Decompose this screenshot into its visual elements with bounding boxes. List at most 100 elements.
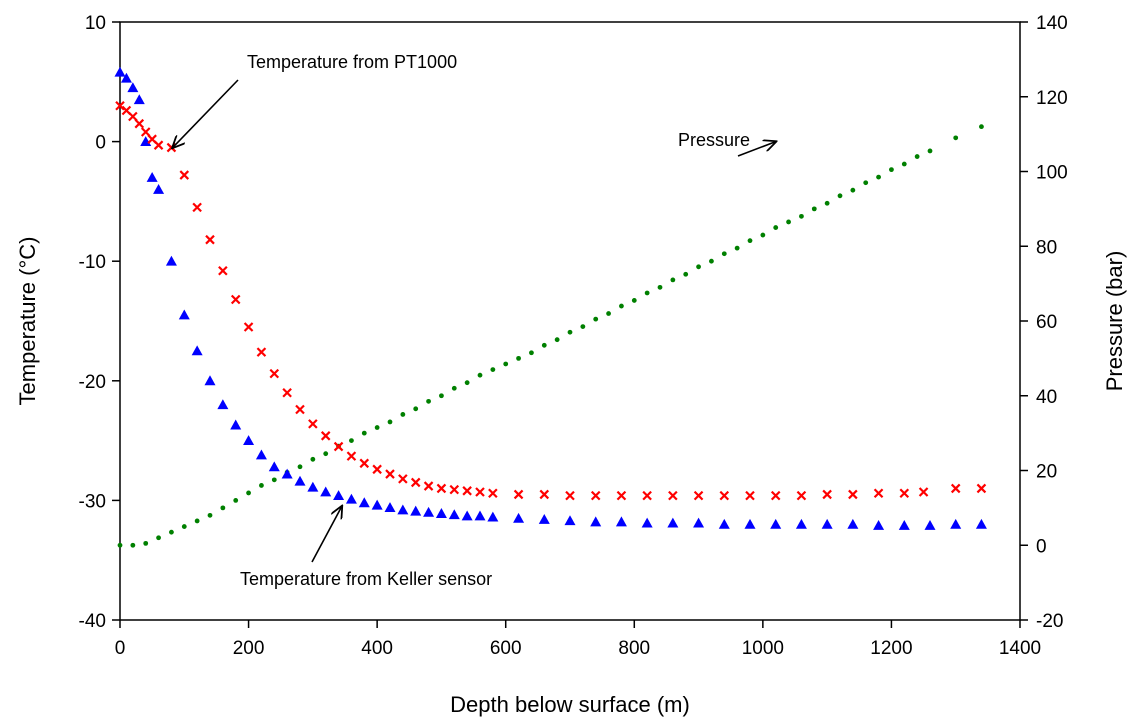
point-keller [693, 517, 705, 528]
point-pressure [117, 542, 123, 548]
y-axis-left-title: Temperature (°C) [15, 237, 40, 406]
point-pt1000 [320, 431, 331, 441]
x-tick-label: 200 [233, 638, 265, 659]
point-pt1000 [642, 490, 652, 501]
series-pt1000 [115, 100, 987, 501]
point-pt1000 [134, 118, 145, 129]
point-keller [307, 481, 319, 492]
point-pressure [786, 219, 791, 225]
point-pressure [246, 490, 251, 496]
point-pt1000 [256, 347, 267, 357]
point-pt1000 [488, 488, 498, 499]
x-tick-label: 400 [361, 638, 393, 659]
point-pressure [426, 398, 431, 404]
annotation-pressure-arrow [737, 142, 776, 157]
point-pt1000 [398, 474, 408, 484]
point-pressure [490, 367, 496, 372]
point-pt1000 [848, 489, 858, 500]
point-pt1000 [115, 100, 125, 111]
point-pressure [233, 498, 239, 503]
point-keller [487, 511, 499, 522]
point-pressure [259, 483, 264, 488]
series-pressure [117, 124, 984, 548]
y-right-tick-label: 80 [1036, 237, 1057, 258]
point-pt1000 [218, 265, 228, 276]
point-pressure [464, 380, 470, 386]
point-pressure [927, 148, 933, 154]
point-keller [397, 504, 409, 515]
x-tick-label: 600 [490, 638, 522, 659]
point-pressure [953, 135, 959, 141]
point-pressure [644, 290, 650, 296]
annotation-keller-arrow [311, 506, 342, 563]
point-pressure [721, 251, 727, 257]
series-keller [114, 66, 987, 530]
point-pt1000 [128, 111, 138, 122]
point-keller [281, 468, 293, 479]
point-pt1000 [745, 490, 755, 501]
point-pt1000 [770, 490, 781, 501]
point-pressure [580, 324, 586, 330]
point-pt1000 [976, 483, 987, 494]
x-axis: 0 200 400 600 800 1000 1200 1400 [115, 620, 1041, 659]
point-pressure [619, 303, 624, 309]
plot-frame [119, 21, 1021, 621]
y-left-tick-label: 10 [85, 13, 106, 34]
point-keller [333, 490, 345, 501]
point-keller [423, 506, 435, 517]
point-pt1000 [590, 490, 601, 501]
point-pressure [837, 193, 843, 199]
point-keller [795, 518, 807, 529]
point-pressure [143, 540, 149, 546]
point-pressure [516, 355, 521, 361]
y-left-tick-label: 0 [95, 133, 106, 154]
point-keller [243, 435, 255, 445]
point-pt1000 [719, 490, 730, 501]
point-pt1000 [693, 490, 704, 501]
point-pt1000 [668, 490, 678, 501]
point-pressure [709, 258, 714, 264]
point-keller [435, 508, 447, 518]
point-pt1000 [295, 404, 305, 415]
point-pt1000 [950, 483, 961, 494]
y-axis-left: -40 -30 -20 -10 0 10 [79, 13, 120, 632]
point-pt1000 [243, 322, 254, 332]
x-axis-title: Depth below surface (m) [450, 692, 690, 717]
x-tick-label: 1200 [870, 638, 912, 659]
annotation-pt1000-arrow [173, 79, 239, 148]
point-pt1000 [179, 170, 190, 180]
point-pressure [194, 518, 200, 524]
point-pt1000 [153, 140, 164, 150]
annotation-keller-label: Temperature from Keller sensor [240, 569, 492, 589]
point-pressure [529, 350, 534, 356]
point-pt1000 [822, 489, 832, 500]
point-keller [255, 449, 267, 460]
point-pt1000 [436, 483, 447, 494]
point-keller [153, 183, 165, 194]
point-keller [191, 345, 203, 356]
point-pressure [747, 238, 753, 244]
point-keller [718, 518, 730, 529]
point-pressure [503, 361, 509, 367]
x-tick-label: 1000 [742, 638, 784, 659]
point-pt1000 [899, 488, 910, 499]
point-pt1000 [796, 490, 807, 501]
point-pressure [554, 337, 560, 343]
point-pressure [734, 245, 740, 251]
point-pt1000 [346, 451, 357, 461]
y-left-tick-label: -30 [79, 491, 106, 512]
point-pressure [361, 430, 367, 436]
point-pt1000 [166, 142, 177, 153]
point-pressure [130, 542, 136, 548]
point-pt1000 [475, 487, 485, 497]
point-pressure [374, 425, 380, 430]
point-pt1000 [205, 234, 215, 245]
point-keller [898, 520, 910, 530]
annotation-pressure-label: Pressure [678, 130, 750, 150]
point-pt1000 [359, 458, 370, 469]
point-pressure [670, 277, 676, 283]
point-pt1000 [873, 488, 884, 499]
point-pt1000 [513, 489, 524, 500]
y-right-tick-label: 20 [1036, 462, 1057, 483]
point-keller [294, 475, 306, 486]
